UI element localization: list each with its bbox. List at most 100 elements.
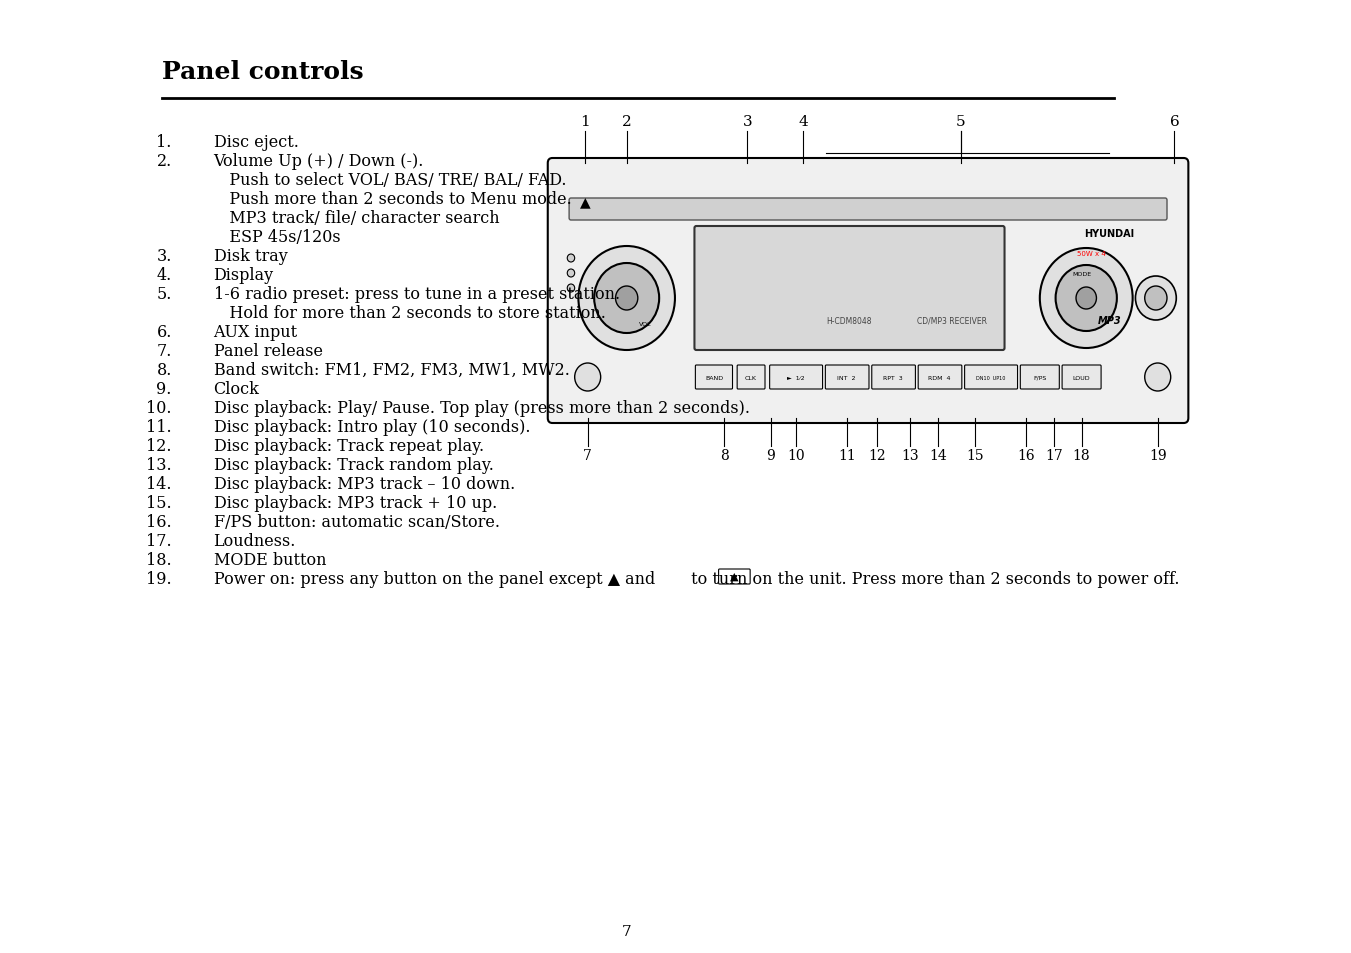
Text: Band switch: FM1, FM2, FM3, MW1, MW2.: Band switch: FM1, FM2, FM3, MW1, MW2. [213, 361, 569, 378]
Circle shape [616, 287, 638, 311]
Text: 8.: 8. [157, 361, 172, 378]
Circle shape [578, 247, 676, 351]
Text: 12: 12 [869, 449, 886, 462]
Text: Disc playback: MP3 track + 10 up.: Disc playback: MP3 track + 10 up. [213, 495, 497, 512]
FancyBboxPatch shape [696, 366, 732, 390]
Text: 1.: 1. [157, 133, 172, 151]
Text: 17: 17 [1044, 449, 1063, 462]
Text: 12.: 12. [146, 437, 172, 455]
Text: 10: 10 [786, 449, 804, 462]
Text: 3.: 3. [157, 248, 172, 265]
FancyBboxPatch shape [1062, 366, 1101, 390]
Circle shape [567, 254, 574, 263]
FancyBboxPatch shape [825, 366, 869, 390]
Text: 1: 1 [580, 115, 590, 129]
Text: 11: 11 [838, 449, 855, 462]
Text: 7.: 7. [157, 343, 172, 359]
Text: DN10  UP10: DN10 UP10 [975, 375, 1005, 380]
Text: 15.: 15. [146, 495, 172, 512]
Text: ESP 45s/120s: ESP 45s/120s [213, 229, 340, 246]
FancyBboxPatch shape [770, 366, 823, 390]
Text: F/PS: F/PS [1034, 375, 1047, 380]
Text: 17.: 17. [146, 533, 172, 550]
Text: CLK: CLK [746, 375, 757, 380]
FancyBboxPatch shape [719, 569, 750, 584]
FancyBboxPatch shape [1020, 366, 1059, 390]
Text: HYUNDAI: HYUNDAI [1085, 229, 1135, 239]
Text: INT  2: INT 2 [838, 375, 857, 380]
Text: 13.: 13. [146, 456, 172, 474]
Text: ►  1⁄2: ► 1⁄2 [786, 375, 804, 380]
Text: Panel release: Panel release [213, 343, 323, 359]
Text: Push more than 2 seconds to Menu mode.: Push more than 2 seconds to Menu mode. [213, 191, 571, 208]
FancyBboxPatch shape [547, 159, 1189, 423]
FancyBboxPatch shape [965, 366, 1017, 390]
Text: Volume Up (+) / Down (-).: Volume Up (+) / Down (-). [213, 152, 424, 170]
Text: 10.: 10. [146, 399, 172, 416]
Text: Disc playback: Intro play (10 seconds).: Disc playback: Intro play (10 seconds). [213, 418, 530, 436]
Text: LOUD: LOUD [1073, 375, 1090, 380]
Circle shape [1144, 364, 1171, 392]
Text: Disc playback: Track random play.: Disc playback: Track random play. [213, 456, 493, 474]
Text: Hold for more than 2 seconds to store station.: Hold for more than 2 seconds to store st… [213, 305, 605, 322]
Text: 7: 7 [584, 449, 592, 462]
Text: MP3 track/ file/ character search: MP3 track/ file/ character search [213, 210, 499, 227]
Text: Disc eject.: Disc eject. [213, 133, 299, 151]
FancyBboxPatch shape [738, 366, 765, 390]
Text: 6.: 6. [157, 324, 172, 340]
FancyBboxPatch shape [694, 227, 1005, 351]
Text: Disc playback: MP3 track – 10 down.: Disc playback: MP3 track – 10 down. [213, 476, 515, 493]
Text: CD/MP3 RECEIVER: CD/MP3 RECEIVER [916, 316, 986, 325]
Text: RDM  4: RDM 4 [928, 375, 951, 380]
Text: ▲: ▲ [580, 194, 590, 209]
Circle shape [594, 264, 659, 334]
Text: MODE: MODE [1073, 272, 1092, 276]
Text: 2.: 2. [157, 152, 172, 170]
Text: ▲: ▲ [730, 572, 739, 581]
Text: 16: 16 [1017, 449, 1035, 462]
Circle shape [1040, 249, 1132, 349]
Text: 18.: 18. [146, 552, 172, 568]
Text: 5: 5 [957, 115, 966, 129]
FancyBboxPatch shape [569, 199, 1167, 221]
Text: 50W x 4: 50W x 4 [1077, 251, 1105, 256]
Text: 19.: 19. [146, 571, 172, 587]
Circle shape [574, 364, 601, 392]
Circle shape [567, 270, 574, 277]
Text: MP3: MP3 [1097, 315, 1121, 326]
Text: 8: 8 [720, 449, 728, 462]
Text: 5.: 5. [157, 286, 172, 303]
Text: Disc playback: Play/ Pause. Top play (press more than 2 seconds).: Disc playback: Play/ Pause. Top play (pr… [213, 399, 750, 416]
Text: MODE button: MODE button [213, 552, 326, 568]
Text: Disk tray: Disk tray [213, 248, 288, 265]
Text: 14: 14 [929, 449, 947, 462]
Circle shape [567, 285, 574, 293]
FancyBboxPatch shape [919, 366, 962, 390]
Circle shape [1055, 266, 1117, 332]
Circle shape [1144, 287, 1167, 311]
Circle shape [1075, 288, 1097, 310]
Text: 7: 7 [621, 924, 631, 938]
Text: Clock: Clock [213, 380, 259, 397]
Text: 16.: 16. [146, 514, 172, 531]
Text: H-CDM8048: H-CDM8048 [827, 316, 873, 325]
FancyBboxPatch shape [871, 366, 916, 390]
Text: 9: 9 [766, 449, 775, 462]
Text: 13: 13 [901, 449, 919, 462]
Text: 4.: 4. [157, 267, 172, 284]
Text: 6: 6 [1170, 115, 1179, 129]
Text: Power on: press any button on the panel except ▲ and       to turn on the unit. : Power on: press any button on the panel … [213, 571, 1179, 587]
Text: 18: 18 [1073, 449, 1090, 462]
Text: 4: 4 [798, 115, 808, 129]
Text: Push to select VOL/ BAS/ TRE/ BAL/ FAD.: Push to select VOL/ BAS/ TRE/ BAL/ FAD. [213, 172, 566, 189]
Text: F/PS button: automatic scan/Store.: F/PS button: automatic scan/Store. [213, 514, 500, 531]
Text: 2: 2 [621, 115, 631, 129]
Text: 9.: 9. [157, 380, 172, 397]
Text: 11.: 11. [146, 418, 172, 436]
Text: AUX input: AUX input [213, 324, 297, 340]
Text: 19: 19 [1148, 449, 1166, 462]
Text: 3: 3 [743, 115, 753, 129]
Text: BAND: BAND [705, 375, 723, 380]
Text: VOL: VOL [639, 321, 651, 326]
Text: Panel controls: Panel controls [162, 60, 365, 84]
